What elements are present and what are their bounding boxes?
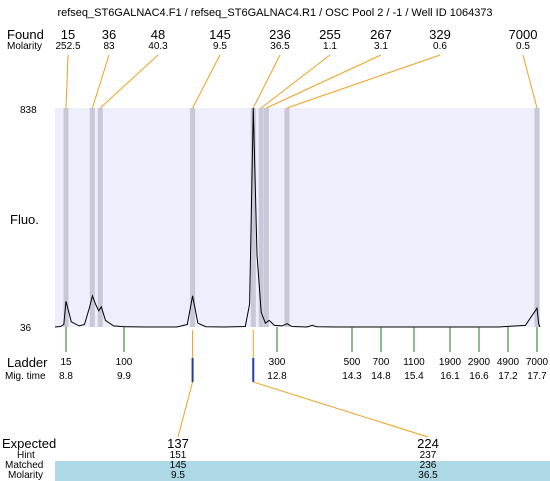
found-peak-size-label: 15 (60, 27, 76, 42)
peak-marker-band (190, 108, 196, 327)
found-peak-molarity-label: 0.6 (433, 41, 447, 52)
found-peak-callout-line (266, 54, 382, 109)
ladder-mig-time-label: 12.8 (267, 371, 287, 382)
found-peak-molarity-label: 36.5 (270, 41, 290, 52)
found-peak-callout-line (522, 54, 538, 109)
ladder-size-label: 500 (343, 357, 361, 368)
found-peak-molarity-label: 0.5 (516, 41, 530, 52)
y-max-label: 838 (20, 105, 37, 116)
found-peak-callout-line (99, 54, 159, 109)
expected-row-label: Expected (2, 436, 57, 451)
peak-marker-band (534, 108, 540, 327)
found-peak-callout-line (91, 54, 110, 109)
y-min-label: 36 (20, 323, 32, 334)
peak-marker-band (263, 108, 269, 327)
ladder-size-label: 100 (115, 357, 133, 368)
fluorescence-trace (54, 107, 541, 328)
expected-callout-line (253, 381, 429, 438)
matched-highlight-band (55, 461, 550, 471)
found-row-label: Found (7, 27, 44, 42)
fluorescence-axis-label: Fluo. (10, 212, 39, 227)
ladder-mig-time-label: 16.1 (440, 371, 460, 382)
found-peak-molarity-label: 3.1 (374, 41, 388, 52)
found-peak-callout-line (286, 54, 441, 109)
molarity-row-label: Molarity (7, 41, 43, 52)
peak-marker-band (250, 108, 256, 327)
peak-marker-band (258, 108, 264, 327)
peak-marker-band (89, 108, 95, 327)
ladder-size-label: 1100 (403, 357, 425, 368)
matched-value-label: 145 (169, 460, 187, 471)
ladder-mig-time-label: 16.6 (469, 371, 489, 382)
found-peak-molarity-label: 252.5 (55, 41, 81, 52)
found-peak-callout-line (260, 54, 331, 109)
found-peak-size-label: 267 (370, 27, 392, 42)
plot-area (55, 108, 540, 327)
ladder-mig-time-label: 15.4 (404, 371, 424, 382)
ladder-size-label: 300 (268, 357, 286, 368)
ladder-mig-time-label: 17.7 (527, 371, 547, 382)
expected-size-label: 224 (417, 436, 439, 451)
found-peak-size-label: 145 (209, 27, 231, 42)
found-peak-molarity-label: 83 (103, 41, 115, 52)
matched-row-label: Matched (5, 460, 44, 471)
found-peak-callout-line (192, 54, 221, 109)
peak-marker-band (97, 108, 103, 327)
found-peak-size-label: 7000 (508, 27, 538, 42)
found-peak-size-label: 329 (429, 27, 451, 42)
ladder-size-label: 700 (372, 357, 390, 368)
found-peak-size-label: 36 (101, 27, 117, 42)
found-peak-molarity-label: 9.5 (213, 41, 227, 52)
ladder-size-label: 4900 (496, 357, 520, 368)
found-peak-size-label: 48 (150, 27, 166, 42)
matched-value-label: 236 (419, 460, 437, 471)
peak-marker-band (284, 108, 290, 327)
ladder-row-label: Ladder (7, 355, 48, 370)
found-peak-callout-line (65, 54, 69, 109)
ladder-mig-time-label: 14.8 (371, 371, 391, 382)
found-peak-callout-line (252, 54, 281, 109)
hint-value-label: 237 (419, 450, 437, 461)
ladder-mig-time-label: 8.8 (59, 371, 73, 382)
expected-callout-line (177, 381, 194, 438)
matched-molarity-label: 36.5 (418, 470, 438, 481)
found-peak-molarity-label: 1.1 (323, 41, 337, 52)
peak-marker-band (63, 108, 69, 327)
found-peak-size-label: 255 (319, 27, 341, 42)
ladder-mig-time-label: 14.3 (342, 371, 362, 382)
mig-time-row-label: Mig. time (5, 371, 46, 382)
molarity-highlight-band (55, 471, 550, 481)
ladder-size-label: 7000 (525, 357, 549, 368)
molarity-bottom-row-label: Molarity (8, 470, 44, 481)
expected-size-label: 137 (167, 436, 189, 451)
chart-title: refseq_ST6GALNAC4.F1 / refseq_ST6GALNAC4… (57, 7, 493, 19)
ladder-size-label: 1900 (438, 357, 462, 368)
hint-row-label: Hint (17, 450, 35, 461)
ladder-size-label: 2900 (467, 357, 491, 368)
found-peak-size-label: 236 (269, 27, 291, 42)
hint-value-label: 151 (169, 450, 187, 461)
ladder-size-label: 15 (60, 357, 72, 368)
matched-molarity-label: 9.5 (171, 470, 185, 481)
found-peak-molarity-label: 40.3 (148, 41, 168, 52)
ladder-mig-time-label: 17.2 (498, 371, 518, 382)
ladder-mig-time-label: 9.9 (117, 371, 131, 382)
